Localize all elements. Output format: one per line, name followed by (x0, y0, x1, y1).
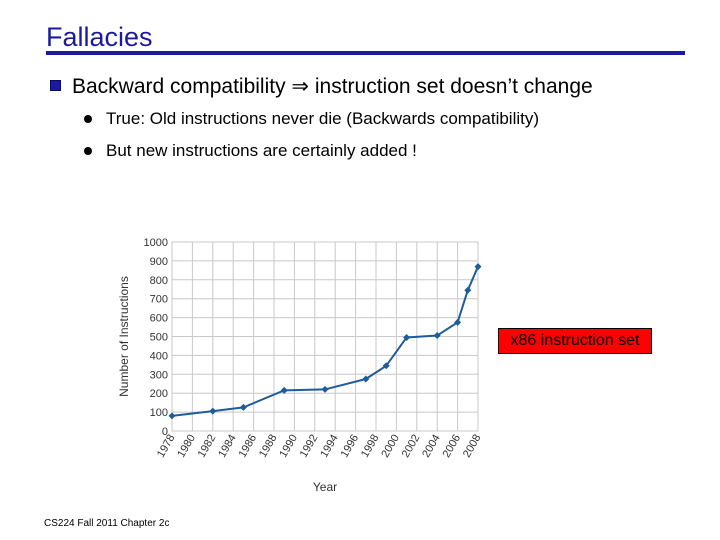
data-point-marker (168, 412, 176, 420)
data-point-marker (433, 332, 441, 340)
x-tick-label: 1978 (155, 433, 178, 460)
x-tick-label: 2000 (379, 433, 402, 460)
x-tick-label: 2004 (420, 433, 443, 460)
y-axis-title: Number of Instructions (117, 276, 131, 397)
series-line (171, 266, 479, 417)
x-tick-label: 1986 (237, 433, 260, 460)
x-tick-label: 2002 (400, 433, 423, 460)
data-point-marker (280, 386, 288, 394)
data-point-marker (209, 407, 217, 415)
x-tick-label: 2008 (461, 433, 484, 460)
x-tick-label: 1992 (298, 433, 321, 460)
data-point-marker (239, 403, 247, 411)
y-tick-label: 700 (150, 294, 168, 306)
data-point-marker (464, 286, 472, 294)
y-tick-label: 300 (150, 369, 168, 381)
data-point-marker (382, 362, 390, 370)
x-tick-label: 2006 (441, 433, 464, 460)
y-tick-label: 100 (150, 407, 168, 419)
y-tick-label: 1000 (144, 237, 168, 249)
data-point-marker (321, 385, 329, 393)
slide-footer: CS224 Fall 2011 Chapter 2c (44, 518, 170, 529)
y-tick-label: 600 (150, 313, 168, 325)
x-tick-label: 1996 (339, 433, 362, 460)
x86-callout: x86 instruction set (498, 328, 652, 354)
x-tick-label: 1990 (277, 433, 300, 460)
y-tick-label: 500 (150, 332, 168, 344)
y-tick-label: 900 (150, 256, 168, 268)
sub-bullet-text: But new instructions are certainly added… (106, 141, 417, 160)
data-point-marker (403, 333, 411, 341)
x-tick-label: 1984 (216, 433, 239, 460)
y-tick-label: 400 (150, 350, 168, 362)
x-tick-label: 1980 (175, 433, 198, 460)
main-bullet-text: Backward compatibility ⇒ instruction set… (72, 75, 593, 98)
x-tick-label: 1982 (196, 433, 219, 460)
slide-title: Fallacies (46, 22, 153, 52)
x-tick-label: 1998 (359, 433, 382, 460)
x-tick-label: 1988 (257, 433, 280, 460)
y-tick-label: 0 (162, 426, 168, 438)
y-tick-label: 200 (150, 388, 168, 400)
x-axis-title: Year (313, 480, 337, 494)
round-bullet-icon (84, 115, 92, 123)
round-bullet-icon (84, 147, 92, 155)
data-point-marker (454, 318, 462, 326)
title-underline (46, 51, 685, 55)
x-tick-label: 1994 (318, 433, 341, 460)
data-point-marker (362, 375, 370, 383)
data-point-marker (474, 263, 482, 271)
instruction-count-chart: 0 100 200 300 400 500 600 700 800 900 1000 19781980… (117, 237, 484, 494)
sub-bullet-text: True: Old instructions never die (Backwa… (106, 109, 540, 128)
square-bullet-icon (50, 80, 61, 91)
y-tick-label: 800 (150, 275, 168, 287)
